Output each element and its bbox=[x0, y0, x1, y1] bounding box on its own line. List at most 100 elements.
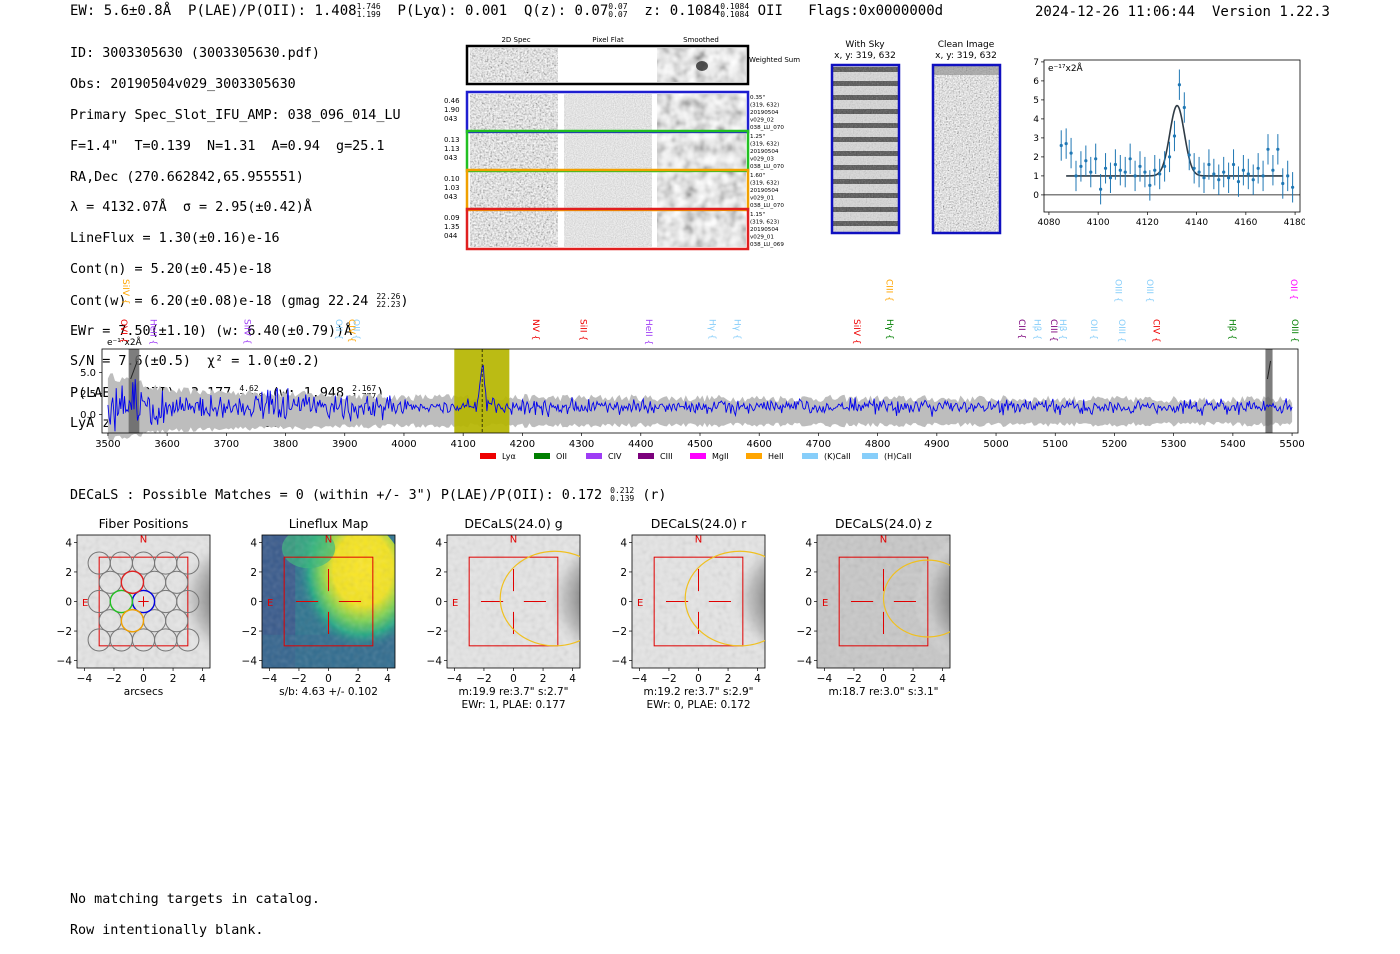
spectrum-xtick-label: 4900 bbox=[924, 439, 949, 450]
zoom-ylabel: e⁻¹⁷x2Å bbox=[1048, 62, 1084, 74]
decals-xtick-label: −4 bbox=[632, 673, 648, 685]
fiber-row-right-label: 1.15" bbox=[750, 212, 765, 218]
decals-ytick-label: −4 bbox=[427, 656, 443, 668]
header-z-line: OII bbox=[757, 3, 783, 19]
info-contw: Cont(w) = 6.20(±0.08)e-18 (gmag 22.24 22… bbox=[70, 291, 409, 309]
spectrum-xtick-label: 3700 bbox=[214, 439, 239, 450]
spectral-line-label: OII { bbox=[351, 319, 361, 340]
fiber-row-right-label: v029_03 bbox=[750, 157, 774, 163]
zoom-data-point bbox=[1271, 168, 1275, 172]
decals-xtick-label: 2 bbox=[355, 673, 362, 685]
decals-ytick-label: −2 bbox=[427, 626, 442, 638]
zoom-data-point bbox=[1291, 185, 1295, 189]
spectrum-xtick-label: 5500 bbox=[1279, 439, 1304, 450]
decals-panel-title: DECaLS(24.0) z bbox=[835, 516, 932, 531]
decals-ytick-label: 4 bbox=[435, 537, 442, 549]
spectral-line-label: Hβ { bbox=[1057, 319, 1067, 340]
search-box bbox=[653, 556, 744, 647]
fiber-row-left-label: 0.46 bbox=[444, 97, 460, 105]
zoom-data-point bbox=[1148, 183, 1152, 187]
fiber-2d-spec bbox=[470, 211, 558, 247]
legend-label: MgII bbox=[712, 452, 729, 461]
spectrum-xtick-label: 5300 bbox=[1161, 439, 1186, 450]
fiber-pixel-flat bbox=[564, 133, 652, 169]
galaxy-ellipse bbox=[882, 559, 950, 638]
zoom-data-point bbox=[1128, 157, 1132, 161]
fiber-row-right-label: (319, 623) bbox=[750, 220, 779, 226]
decals-ytick-label: 2 bbox=[250, 567, 257, 579]
spectrum-ylabel: e⁻¹⁷x2Å bbox=[107, 336, 143, 348]
fiber-row-frame bbox=[465, 207, 750, 251]
info-lambda: λ = 4132.07Å σ = 2.95(±0.42)Å bbox=[70, 200, 312, 216]
fiber-row-right-label: 1.25" bbox=[750, 134, 765, 140]
spectral-line-label: Hγ { bbox=[731, 319, 741, 340]
spectral-line-label: OIII { bbox=[1289, 319, 1299, 343]
with-sky-frame bbox=[830, 63, 901, 235]
footer-line-1: No matching targets in catalog. bbox=[70, 891, 320, 907]
decals-xtick-label: 4 bbox=[199, 673, 206, 685]
legend-swatch bbox=[638, 453, 654, 459]
spectral-line-label: OIII { bbox=[1116, 319, 1126, 343]
zoom-data-point bbox=[1172, 134, 1177, 138]
decals-panel-caption: m:19.9 re:3.7" s:2.7" bbox=[459, 686, 569, 698]
spectral-line-label: Hγ { bbox=[884, 319, 894, 340]
zoom-marks bbox=[1059, 69, 1295, 205]
galaxy-ellipse bbox=[684, 550, 765, 647]
zoom-data-point bbox=[1108, 176, 1113, 180]
fiber-row-right-label: 20190504 bbox=[750, 110, 779, 116]
zoom-xtick-label: 4120 bbox=[1136, 218, 1159, 228]
decals-xtick-label: 0 bbox=[880, 673, 887, 685]
spectral-line-label: Hβ { bbox=[1226, 319, 1236, 340]
galaxy-ellipse bbox=[499, 550, 580, 647]
full-spectrum-chart: e⁻¹⁷x2Å OVI {SiIV {HeII {SiIV {OII {CIV … bbox=[80, 279, 1305, 461]
zoom-data-point bbox=[1281, 181, 1285, 186]
fiber-circle bbox=[176, 628, 200, 652]
spectrum-xtick-label: 4800 bbox=[865, 439, 890, 450]
zoom-data-point bbox=[1094, 157, 1098, 161]
spectral-line-label: Hγ { bbox=[707, 319, 717, 340]
zoom-data-point bbox=[1064, 142, 1068, 146]
fiber-row-left-label: 1.90 bbox=[444, 106, 460, 114]
decals-ytick-label: 2 bbox=[805, 567, 812, 579]
decals-xtick-label: 4 bbox=[754, 673, 761, 685]
fiber-circles bbox=[87, 551, 200, 652]
zoom-data-point bbox=[1143, 170, 1147, 174]
zoom-data-point bbox=[1251, 178, 1255, 182]
masked-region bbox=[128, 349, 140, 433]
north-label: N bbox=[695, 534, 702, 545]
fiber-row-left-label: 0.10 bbox=[444, 175, 460, 183]
spectral-line-labels: OVI {SiIV {HeII {SiIV {OII {CIV {OII {NV… bbox=[118, 279, 1299, 345]
spectrum-xtick-label: 5100 bbox=[1043, 439, 1068, 450]
zoom-data-point bbox=[1138, 164, 1142, 168]
fiber-2d-spec bbox=[470, 94, 558, 130]
zoom-ytick-label: 4 bbox=[1033, 115, 1039, 125]
decals-ytick-label: −4 bbox=[797, 656, 813, 668]
decals-image bbox=[447, 535, 580, 668]
fiber-row-right-label: 20190504 bbox=[750, 149, 779, 155]
spectrum-xtick-label: 3900 bbox=[332, 439, 357, 450]
fiber-row-right-label: 038_LU_069 bbox=[750, 242, 784, 248]
decals-ytick-label: −4 bbox=[242, 656, 258, 668]
spectrum-xtick-label: 4500 bbox=[687, 439, 712, 450]
decals-xtick-label: 4 bbox=[569, 673, 576, 685]
decals-panel: DECaLS(24.0) r −4 −4 −2 −2 0 0 2 2 4 4 N Em:19.2 re:… bbox=[612, 516, 766, 711]
zoom-data-point bbox=[1099, 187, 1103, 191]
search-box bbox=[838, 556, 929, 647]
spectral-line-label: OII { bbox=[333, 319, 343, 340]
info-lineflux: LineFlux = 1.30(±0.16)e-16 bbox=[70, 231, 280, 247]
weighted-line-blob bbox=[696, 61, 708, 71]
decals-panel-caption: s/b: 4.63 +/- 0.102 bbox=[279, 686, 378, 698]
east-label: E bbox=[822, 598, 828, 609]
zoom-data-point bbox=[1202, 176, 1206, 180]
decals-image bbox=[632, 535, 765, 668]
decals-xtick-label: −2 bbox=[291, 673, 306, 685]
decals-xtick-label: 4 bbox=[384, 673, 391, 685]
sky-cutouts: With Sky x, y: 319, 632 Clean Image x, y… bbox=[830, 40, 1002, 235]
zoom-data-point bbox=[1113, 162, 1117, 167]
north-label: N bbox=[140, 534, 147, 545]
spectrum-xtick-label: 5400 bbox=[1220, 439, 1245, 450]
spectrum-ytick-label: 2.5 bbox=[80, 389, 96, 400]
decals-xtick-label: −2 bbox=[476, 673, 491, 685]
decals-ytick-label: 0 bbox=[250, 597, 257, 609]
